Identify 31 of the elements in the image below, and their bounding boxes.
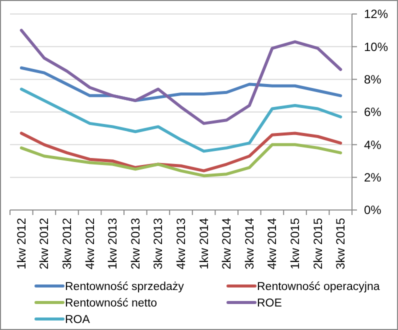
y-tick-label: 2% xyxy=(364,170,382,185)
x-tick-label: 2kw 2014 xyxy=(220,218,234,270)
x-tick-label: 3kw 2013 xyxy=(151,218,166,270)
legend-label: ROE xyxy=(257,298,282,310)
x-tick-label: 3kw 2015 xyxy=(334,218,348,270)
x-tick-label: 2kw 2013 xyxy=(128,218,142,270)
line-series xyxy=(20,88,342,153)
y-tick-label: 12% xyxy=(364,7,388,22)
x-tick-label: 4kw 2012 xyxy=(82,218,97,270)
line-series xyxy=(20,28,342,125)
x-tick-label: 1kw 2013 xyxy=(106,218,120,270)
legend-label: Rentowność sprzedaży xyxy=(65,281,184,294)
y-tick-label: 0% xyxy=(364,203,382,218)
x-tick-label: 4kw 2013 xyxy=(174,218,188,270)
y-tick-label: 8% xyxy=(364,72,382,87)
y-tick-label: 6% xyxy=(364,105,382,120)
x-tick-label: 1kw 2014 xyxy=(196,218,211,270)
x-tick-label: 4kw 2014 xyxy=(265,218,280,270)
legend-label: Rentowność operacyjna xyxy=(257,281,380,294)
x-tick-label: 3kw 2014 xyxy=(242,218,256,270)
line-series xyxy=(20,143,342,178)
legend-label: Rentowność netto xyxy=(65,298,158,310)
x-tick-label: 1kw 2012 xyxy=(14,218,28,270)
x-tick-label: 1kw 2015 xyxy=(288,218,302,270)
x-tick-label: 2kw 2015 xyxy=(310,218,325,270)
x-tick-label: 3kw 2012 xyxy=(60,218,74,270)
line-series xyxy=(20,132,342,172)
y-tick-label: 4% xyxy=(364,138,382,152)
y-tick-label: 10% xyxy=(364,40,388,54)
x-tick-label: 2kw 2012 xyxy=(37,218,52,270)
legend-label: ROA xyxy=(65,314,90,326)
